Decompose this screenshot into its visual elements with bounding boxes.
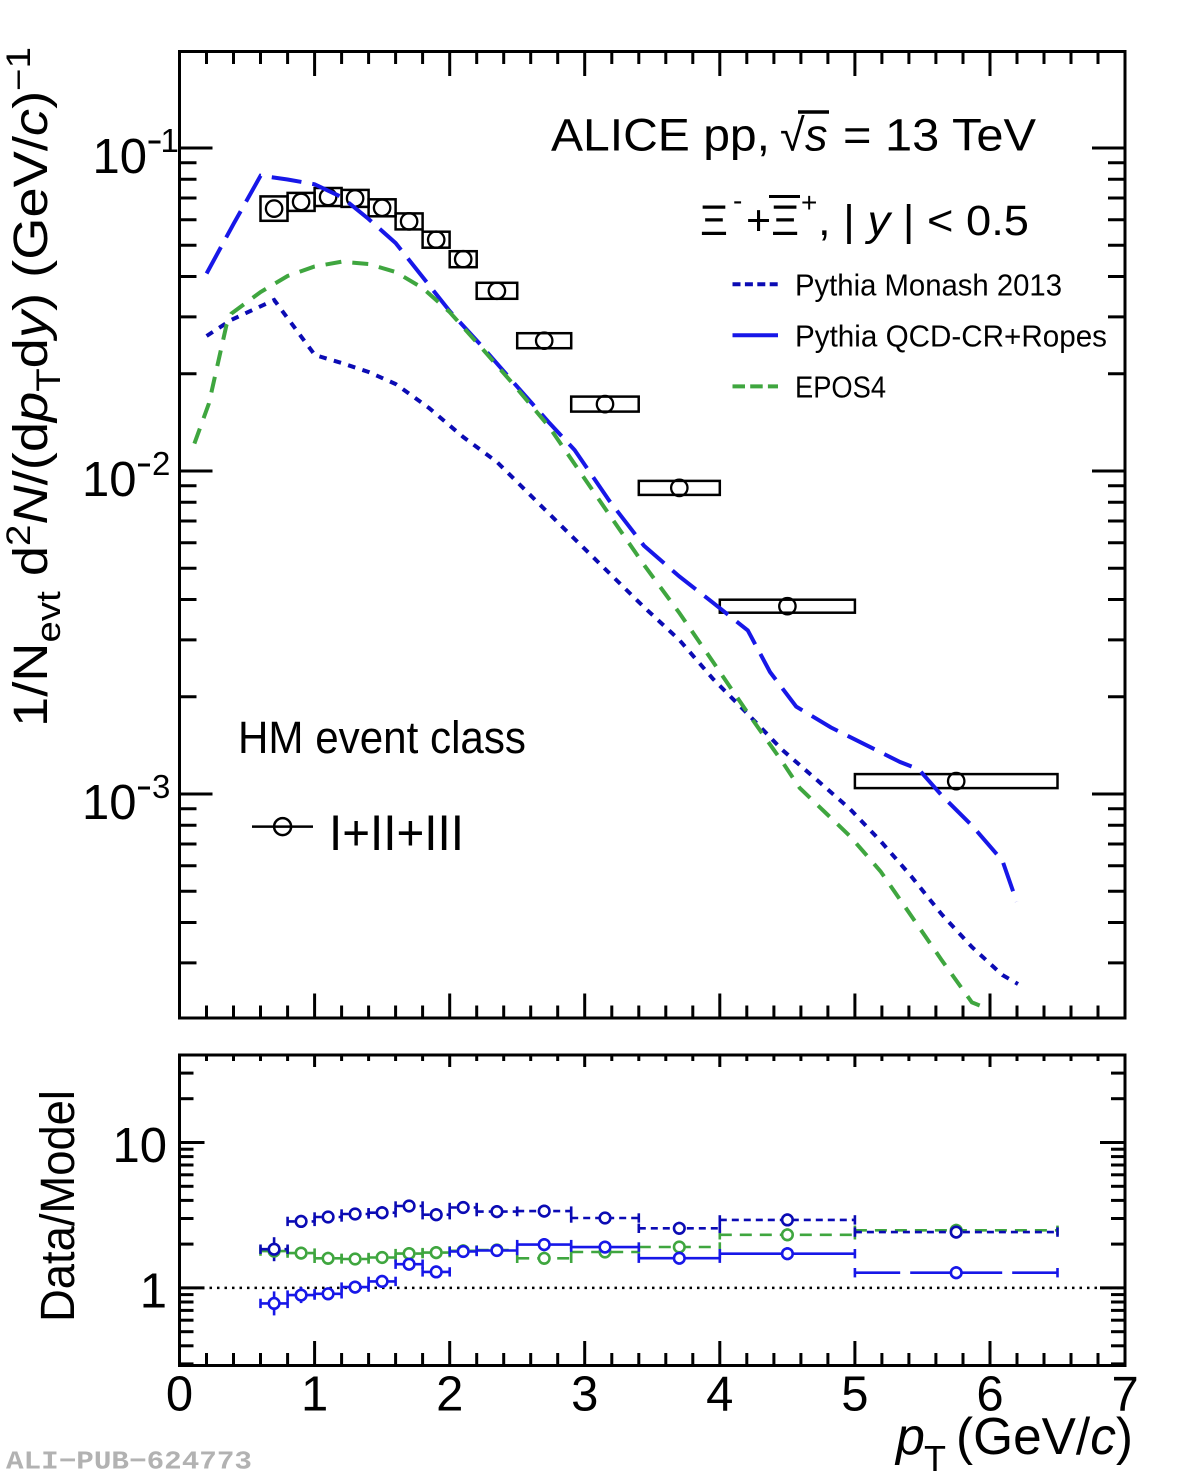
svg-text:= 13 TeV: = 13 TeV (843, 110, 1036, 161)
svg-text:1: 1 (301, 1368, 328, 1422)
svg-text:10: 10 (112, 1119, 167, 1173)
svg-text:+: + (801, 187, 817, 218)
svg-text:Pythia Monash 2013: Pythia Monash 2013 (795, 268, 1062, 303)
svg-text:s: s (805, 110, 828, 161)
svg-text:6: 6 (976, 1368, 1003, 1422)
svg-text:2: 2 (436, 1368, 463, 1422)
svg-text:T: T (924, 1438, 946, 1476)
svg-text:3: 3 (152, 768, 170, 805)
svg-text:, | y | < 0.5: , | y | < 0.5 (818, 197, 1029, 245)
svg-text:3: 3 (571, 1368, 598, 1422)
svg-text:10: 10 (82, 453, 137, 507)
svg-text:√: √ (780, 110, 805, 161)
svg-text:0: 0 (166, 1368, 193, 1422)
svg-text:I+II+III: I+II+III (329, 805, 464, 861)
svg-text:1: 1 (140, 1264, 167, 1318)
svg-text:Data/Model: Data/Model (32, 1090, 85, 1322)
svg-text:EPOS4: EPOS4 (795, 370, 886, 405)
svg-text:5: 5 (841, 1368, 868, 1422)
svg-text:-: - (733, 185, 742, 216)
svg-text:7: 7 (1111, 1368, 1138, 1422)
svg-text:+Ξ: +Ξ (746, 197, 799, 245)
svg-text:10: 10 (92, 130, 147, 184)
svg-text:p: p (894, 1408, 925, 1466)
svg-text:ALI−PUB−624773: ALI−PUB−624773 (6, 1447, 252, 1476)
svg-text:ALICE pp,: ALICE pp, (551, 110, 770, 161)
svg-text:1/Nevt d2N/(dpTdy) (GeV/c)−1: 1/Nevt d2N/(dpTdy) (GeV/c)−1 (0, 47, 68, 727)
svg-text:2: 2 (152, 445, 170, 482)
svg-text:1: 1 (161, 122, 179, 159)
svg-text:4: 4 (706, 1368, 733, 1422)
svg-text:Pythia QCD-CR+Ropes: Pythia QCD-CR+Ropes (795, 319, 1107, 354)
svg-text:HM event class: HM event class (238, 712, 526, 763)
svg-text:(GeV/c): (GeV/c) (956, 1408, 1133, 1466)
svg-text:10: 10 (82, 776, 137, 830)
svg-text:Ξ: Ξ (700, 197, 728, 245)
